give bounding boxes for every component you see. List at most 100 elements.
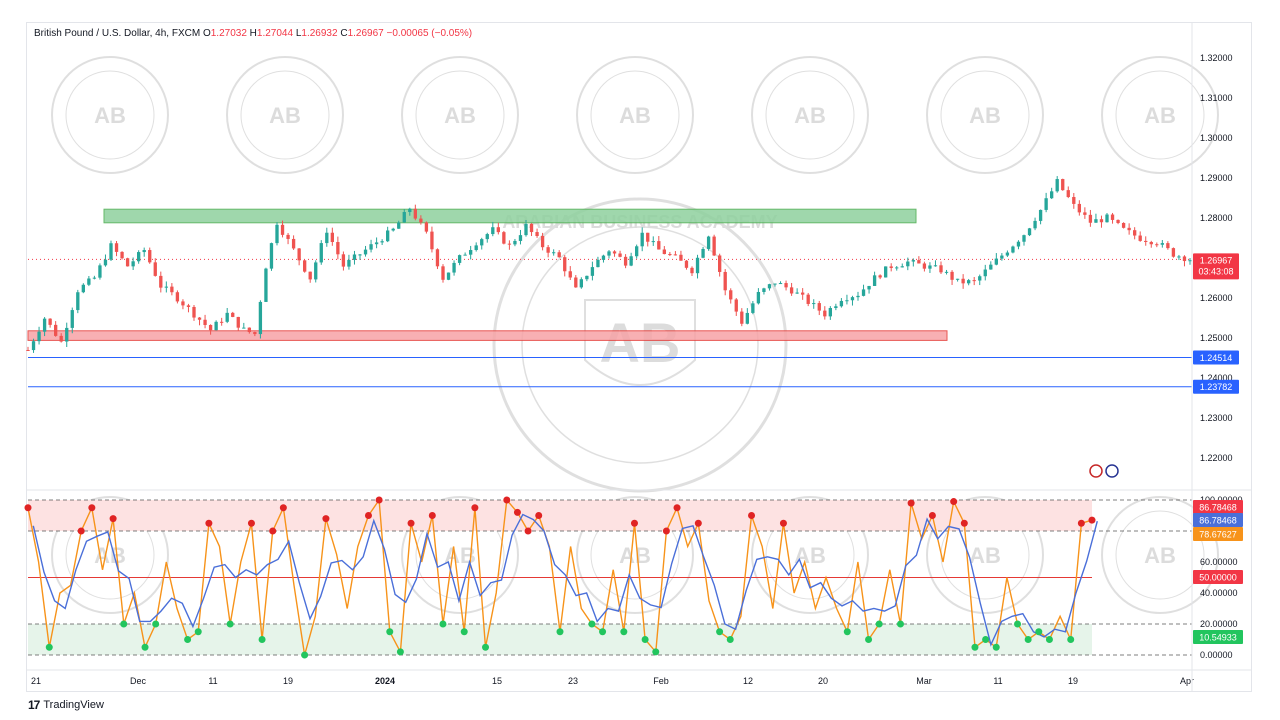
candle-up bbox=[37, 331, 41, 342]
candle-down bbox=[817, 303, 821, 311]
candle-down bbox=[535, 232, 539, 237]
candle-down bbox=[1127, 227, 1131, 231]
candle-down bbox=[1182, 256, 1187, 262]
candle-up bbox=[474, 245, 478, 251]
candle-down bbox=[502, 232, 506, 244]
candle-up bbox=[325, 232, 329, 244]
candle-up bbox=[701, 248, 705, 258]
candle-up bbox=[363, 249, 368, 255]
oversold-signal-dot bbox=[141, 643, 149, 651]
overbought-signal-dot bbox=[24, 504, 32, 512]
time-axis-tick-label: 23 bbox=[568, 676, 578, 686]
candle-down bbox=[950, 271, 954, 280]
watermark-inner-ring-icon bbox=[940, 70, 1030, 160]
candle-down bbox=[557, 252, 561, 258]
watermark-inner-ring-icon bbox=[415, 70, 505, 160]
candle-down bbox=[192, 306, 196, 318]
resistance-zone bbox=[103, 208, 917, 224]
candle-down bbox=[1149, 241, 1153, 245]
candle-down bbox=[291, 238, 296, 249]
high-label: H bbox=[249, 28, 257, 39]
candle-up bbox=[552, 252, 556, 254]
price-axis-tick-label: 1.30000 bbox=[1200, 133, 1233, 143]
oscillator-value-label: 50.00000 bbox=[1199, 573, 1237, 583]
candle-down bbox=[430, 231, 434, 250]
oversold-signal-dot bbox=[982, 636, 990, 643]
footer: 17 TradingView bbox=[28, 698, 104, 712]
candle-up bbox=[944, 271, 949, 273]
candle-down bbox=[668, 254, 672, 256]
candle-up bbox=[1005, 252, 1010, 256]
watermark-text: AB bbox=[94, 103, 126, 128]
oversold-signal-dot bbox=[875, 620, 883, 628]
watermark-ring-icon bbox=[751, 496, 869, 614]
candle-up bbox=[1000, 255, 1004, 259]
oscillator-value-tag bbox=[1193, 630, 1243, 644]
price-axis-tick-label: 1.22000 bbox=[1200, 453, 1233, 463]
candle-up bbox=[850, 297, 855, 301]
oversold-signal-dot bbox=[726, 636, 734, 643]
candle-up bbox=[1016, 241, 1021, 247]
change-value: −0.00065 (−0.05%) bbox=[386, 28, 473, 39]
overbought-signal-dot bbox=[1077, 519, 1085, 527]
watermark-ring-icon bbox=[1101, 56, 1219, 174]
watermark-ring-icon bbox=[576, 56, 694, 174]
price-axis-tick-label: 1.31000 bbox=[1200, 93, 1233, 103]
oversold-signal-dot bbox=[120, 620, 128, 628]
candle-up bbox=[242, 327, 246, 329]
price-axis-tick-label: 1.26000 bbox=[1200, 293, 1233, 303]
low-label: L bbox=[295, 28, 302, 39]
candle-up bbox=[695, 257, 700, 274]
overbought-signal-dot bbox=[205, 519, 213, 527]
candle-up bbox=[1177, 256, 1181, 258]
candle-up bbox=[762, 288, 766, 292]
candle-up bbox=[1033, 220, 1037, 229]
candle-down bbox=[574, 277, 578, 288]
candle-down bbox=[297, 248, 301, 261]
level-price-label: 1.24514 bbox=[1200, 353, 1233, 363]
candle-up bbox=[967, 280, 971, 284]
candle-up bbox=[795, 292, 799, 294]
candle-up bbox=[269, 243, 274, 269]
price-axis-tick-label: 1.24000 bbox=[1200, 373, 1233, 383]
candle-down bbox=[253, 332, 257, 335]
candle-up bbox=[1055, 179, 1059, 192]
oversold-signal-dot bbox=[599, 628, 607, 636]
candle-up bbox=[640, 232, 644, 247]
candle-up bbox=[778, 283, 783, 285]
overbought-signal-dot bbox=[279, 504, 287, 512]
candle-down bbox=[419, 218, 423, 223]
candle-down bbox=[878, 275, 882, 278]
candle-up bbox=[386, 230, 390, 242]
candle-up bbox=[607, 251, 611, 256]
watermark-text: AB bbox=[969, 543, 1001, 568]
candle-up bbox=[347, 259, 351, 267]
candle-up bbox=[994, 258, 998, 265]
candle-up bbox=[1050, 191, 1054, 199]
oversold-signal-dot bbox=[896, 620, 904, 628]
candle-up bbox=[884, 266, 888, 278]
candle-down bbox=[175, 292, 180, 302]
candle-up bbox=[1011, 246, 1015, 253]
oversold-signal-dot bbox=[1067, 636, 1075, 643]
watermark-text: AB bbox=[969, 103, 1001, 128]
oversold-signal-dot bbox=[439, 620, 447, 628]
oscillator-value-tag bbox=[1193, 500, 1243, 514]
support-zone bbox=[27, 330, 948, 341]
candle-down bbox=[734, 299, 738, 312]
candle-down bbox=[712, 236, 716, 256]
candle-up bbox=[31, 341, 36, 351]
candle-up bbox=[319, 243, 323, 263]
overbought-signal-dot bbox=[1088, 516, 1096, 524]
overbought-signal-dot bbox=[694, 519, 702, 527]
candle-down bbox=[1072, 197, 1076, 204]
candle-down bbox=[889, 266, 893, 268]
price-axis-tick-label: 1.28000 bbox=[1200, 213, 1233, 223]
candle-up bbox=[214, 321, 218, 331]
candle-up bbox=[131, 261, 135, 267]
time-axis-tick-label: Apr bbox=[1180, 676, 1194, 686]
candle-down bbox=[1121, 222, 1126, 228]
candle-down bbox=[59, 335, 63, 342]
overbought-signal-dot bbox=[428, 512, 436, 519]
